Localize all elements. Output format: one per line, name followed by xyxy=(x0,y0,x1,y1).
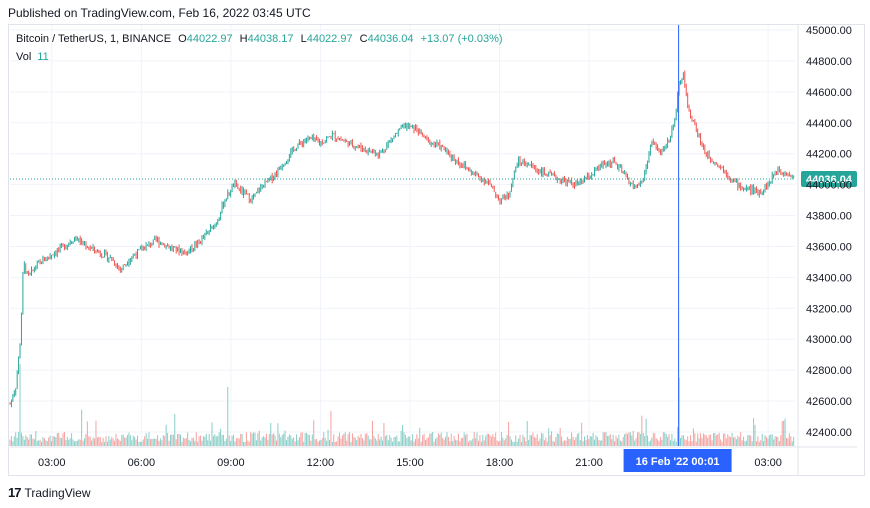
price-tick-label: 42800.00 xyxy=(806,365,852,377)
candles xyxy=(9,70,795,408)
time-tick-label: 21:00 xyxy=(575,457,603,469)
price-tick-label: 42600.00 xyxy=(806,396,852,408)
price-tick-label: 45000.00 xyxy=(806,25,852,37)
volume-value: 11 xyxy=(37,51,49,63)
time-tick-label: 03:00 xyxy=(754,457,782,469)
time-tick-label: 15:00 xyxy=(396,457,424,469)
price-tick-label: 43800.00 xyxy=(806,211,852,223)
brand-name: TradingView xyxy=(24,485,91,500)
overlays: 44036.04 16 Feb '22 00:01 xyxy=(10,25,857,472)
crosshair-time-badge xyxy=(623,449,732,472)
price-tick-label: 43400.00 xyxy=(806,272,852,284)
price-tick-label: 44200.00 xyxy=(806,149,852,161)
open-label: O xyxy=(178,33,187,45)
price-tick-label: 43000.00 xyxy=(806,334,852,346)
chart-frame[interactable] xyxy=(8,24,865,476)
symbol-name: Bitcoin / TetherUS, 1, BINANCE xyxy=(16,33,172,45)
change-value: +13.07 (+0.03%) xyxy=(420,33,503,45)
price-tick-label: 44600.00 xyxy=(806,87,852,99)
high-label: H xyxy=(239,33,248,45)
footer-branding[interactable]: 17 TradingView xyxy=(8,485,91,500)
price-tick-label: 43600.00 xyxy=(806,241,852,253)
last-price-label: 44036.04 xyxy=(806,174,853,186)
low-value: 44022.97 xyxy=(306,33,353,45)
time-tick-label: 12:00 xyxy=(307,457,335,469)
crosshair-time-label: 16 Feb '22 00:01 xyxy=(636,456,720,468)
high-value: 44038.17 xyxy=(247,33,294,45)
price-tick-label: 44000.00 xyxy=(806,180,852,192)
symbol-legend: Bitcoin / TetherUS, 1, BINANCE O44022.97… xyxy=(16,33,503,45)
price-tick-label: 43200.00 xyxy=(806,303,852,315)
volume-legend: Vol 11 xyxy=(16,51,49,63)
time-tick-label: 03:00 xyxy=(38,457,66,469)
published-header: Published on TradingView.com, Feb 16, 20… xyxy=(8,6,311,20)
tradingview-logo-icon: 17 xyxy=(8,485,22,500)
time-axis: 03:00 06:00 09:00 12:00 15:00 18:00 21:00 03:00 xyxy=(38,457,782,469)
last-price-badge xyxy=(801,171,857,188)
time-tick-label: 18:00 xyxy=(486,457,514,469)
low-label: L xyxy=(300,33,307,45)
close-label: C xyxy=(359,33,368,45)
volume-bars xyxy=(9,364,795,446)
price-tick-label: 42400.00 xyxy=(806,427,852,439)
volume-label: Vol xyxy=(16,51,32,63)
price-tick-label: 44800.00 xyxy=(806,56,852,68)
time-tick-label: 06:00 xyxy=(128,457,156,469)
time-tick-label: 09:00 xyxy=(217,457,245,469)
close-value: 44036.04 xyxy=(367,33,414,45)
open-value: 44022.97 xyxy=(186,33,233,45)
price-tick-label: 44400.00 xyxy=(806,118,852,130)
price-axis: 45000.00 44800.00 44600.00 44400.00 44200.00… xyxy=(806,25,852,439)
